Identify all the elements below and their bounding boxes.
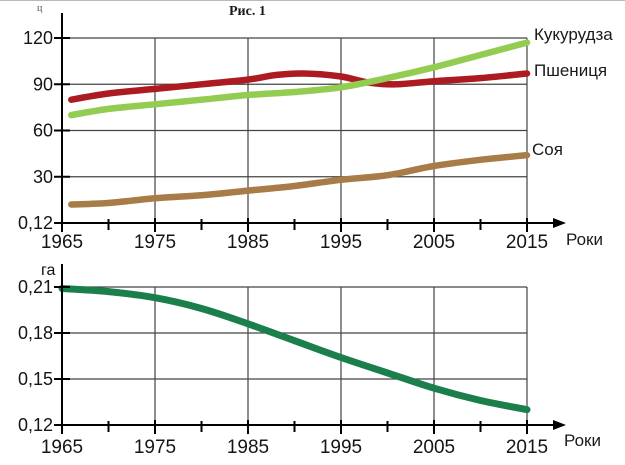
x-tick-label: 1995	[320, 232, 362, 253]
y-tick-label: 0,18	[18, 323, 53, 343]
series-line	[58, 285, 531, 414]
legend-label-wheat: Пшениця	[534, 61, 608, 80]
x-tick-label: 2015	[506, 437, 548, 458]
x-tick-label: 1975	[134, 232, 176, 253]
y-tick-label: 60	[33, 121, 53, 141]
Соя-line	[68, 151, 531, 208]
bottom-x-axis-label: Роки	[564, 431, 601, 450]
x-tick-label: 1985	[227, 437, 269, 458]
bottom-y-axis-unit-label: га	[41, 262, 56, 279]
figure-title: Рис. 1	[229, 4, 266, 19]
x-tick-label: 1965	[41, 437, 83, 458]
Пшениця-line	[68, 70, 531, 103]
x-tick-label: 2015	[506, 232, 548, 253]
y-tick-label: 0,12	[18, 415, 53, 435]
top-y-axis-unit-label: ц	[37, 3, 43, 14]
top-x-axis-label: Роки	[566, 230, 603, 249]
x-axis-arrowhead	[553, 420, 566, 430]
x-axis-arrowhead	[553, 218, 566, 228]
x-tick-label: 1995	[320, 437, 362, 458]
y-tick-label: 90	[33, 74, 53, 94]
x-tick-label: 2005	[413, 232, 455, 253]
Кукурудза-line	[68, 39, 531, 119]
y-tick-label: 120	[23, 28, 53, 48]
legend-label-corn: Кукурудза	[534, 25, 613, 44]
y-tick-label: 0,15	[18, 369, 53, 389]
legend-label-soy: Соя	[532, 140, 563, 159]
x-tick-label: 2005	[413, 437, 455, 458]
y-tick-label: 30	[33, 167, 53, 187]
y-tick-label: 0,12	[18, 213, 53, 233]
x-tick-label: 1975	[134, 437, 176, 458]
x-tick-label: 1985	[227, 232, 269, 253]
y-tick-label: 0,21	[18, 277, 53, 297]
x-tick-label: 1965	[41, 232, 83, 253]
